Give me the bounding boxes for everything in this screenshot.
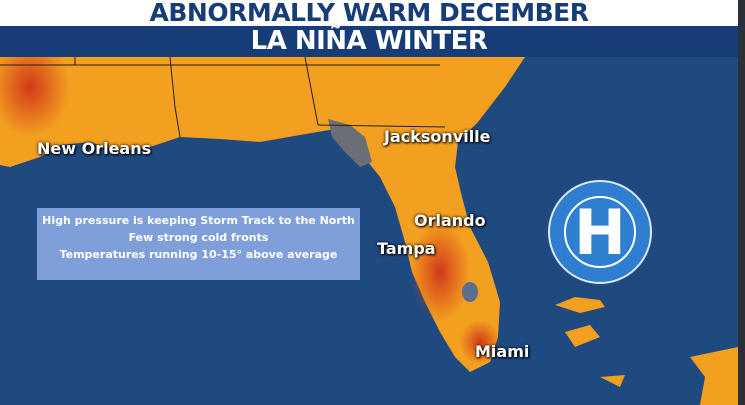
city-label-new-orleans: New Orleans (37, 139, 152, 158)
subtitle-banner: LA NIÑA WINTER (0, 26, 738, 57)
info-line: Few strong cold fronts (128, 231, 269, 244)
wetland-gray (328, 119, 372, 167)
high-pressure-label: H (564, 196, 636, 268)
land-north (0, 57, 525, 372)
city-label-jacksonville: Jacksonville (384, 127, 491, 146)
info-line: Temperatures running 10-15° above averag… (59, 248, 338, 261)
temperature-map (0, 57, 738, 405)
high-pressure-icon: H (548, 180, 652, 284)
subtitle: LA NIÑA WINTER (250, 26, 488, 56)
screen-edge (738, 0, 745, 405)
city-label-tampa: Tampa (377, 239, 436, 258)
info-box: High pressure is keeping Storm Track to … (37, 208, 360, 280)
city-label-miami: Miami (475, 342, 530, 361)
title: ABNORMALLY WARM DECEMBER (149, 0, 589, 27)
bahamas (555, 297, 738, 405)
state-borders (0, 57, 446, 138)
title-banner: ABNORMALLY WARM DECEMBER (0, 0, 738, 26)
info-line: High pressure is keeping Storm Track to … (42, 214, 355, 227)
city-label-orlando: Orlando (414, 211, 486, 230)
